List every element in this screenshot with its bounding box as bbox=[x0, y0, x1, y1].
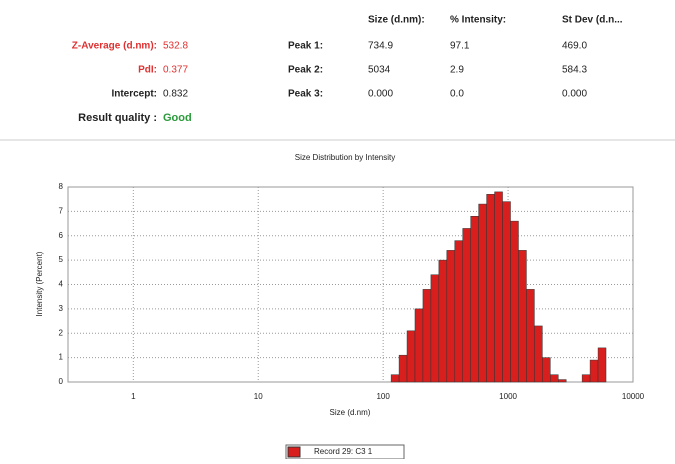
y-tick-label: 4 bbox=[59, 280, 64, 289]
y-tick-label: 1 bbox=[59, 353, 64, 362]
peak-value: 5034 bbox=[368, 65, 391, 76]
bar bbox=[558, 379, 567, 383]
bar bbox=[390, 374, 400, 383]
summary-value: Good bbox=[163, 112, 192, 124]
bar bbox=[406, 330, 416, 383]
peak-value: 734.9 bbox=[368, 41, 393, 52]
y-tick-label: 7 bbox=[59, 206, 64, 215]
bar bbox=[486, 194, 495, 383]
x-tick-label: 1 bbox=[131, 392, 136, 401]
bar bbox=[526, 289, 535, 383]
summary-value: 0.377 bbox=[163, 65, 188, 76]
bar bbox=[510, 220, 519, 383]
y-tick-label: 6 bbox=[59, 231, 64, 240]
bar bbox=[550, 374, 559, 383]
peak-header: St Dev (d.n... bbox=[562, 15, 623, 26]
peak-header: % Intensity: bbox=[450, 15, 506, 26]
summary-value: 532.8 bbox=[163, 41, 188, 52]
peak-label: Peak 3: bbox=[288, 89, 323, 100]
y-tick-label: 8 bbox=[59, 182, 64, 191]
bar bbox=[414, 308, 424, 383]
bar bbox=[470, 216, 479, 383]
x-tick-label: 10 bbox=[254, 392, 263, 401]
bar bbox=[589, 359, 599, 383]
peak-header: Size (d.nm): bbox=[368, 15, 425, 26]
peak-value: 0.000 bbox=[562, 89, 587, 100]
bar bbox=[454, 240, 463, 383]
x-tick-label: 100 bbox=[376, 392, 390, 401]
y-tick-label: 2 bbox=[59, 328, 64, 337]
summary-value: 0.832 bbox=[163, 89, 188, 100]
summary-label: Z-Average (d.nm): bbox=[72, 41, 157, 52]
summary-label: Intercept: bbox=[111, 89, 157, 100]
bar bbox=[581, 374, 591, 383]
legend-swatch bbox=[287, 446, 301, 458]
x-tick-label: 1000 bbox=[499, 392, 517, 401]
y-tick-label: 5 bbox=[59, 255, 64, 264]
bar bbox=[430, 274, 440, 383]
peak-value: 97.1 bbox=[450, 41, 470, 52]
summary-label: Result quality : bbox=[78, 112, 157, 124]
bar bbox=[478, 203, 487, 383]
peak-label: Peak 1: bbox=[288, 41, 323, 52]
chart-title: Size Distribution by Intensity bbox=[295, 153, 396, 162]
bar bbox=[534, 325, 543, 383]
peak-value: 0.0 bbox=[450, 89, 464, 100]
peak-value: 469.0 bbox=[562, 41, 587, 52]
bar bbox=[422, 289, 432, 383]
peak-value: 2.9 bbox=[450, 65, 464, 76]
legend-label: Record 29: C3 1 bbox=[314, 447, 373, 456]
bar bbox=[502, 201, 511, 383]
y-axis-label: Intensity (Percent) bbox=[35, 251, 44, 316]
bar bbox=[438, 259, 448, 383]
y-tick-label: 3 bbox=[59, 304, 64, 313]
bar bbox=[462, 228, 471, 383]
y-tick-label: 0 bbox=[59, 377, 64, 386]
peak-value: 584.3 bbox=[562, 65, 587, 76]
x-tick-label: 10000 bbox=[622, 392, 645, 401]
bar bbox=[597, 347, 607, 383]
bar bbox=[542, 357, 551, 383]
peak-label: Peak 2: bbox=[288, 65, 323, 76]
bar bbox=[446, 250, 456, 383]
peak-value: 0.000 bbox=[368, 89, 393, 100]
bar bbox=[518, 250, 527, 383]
bar bbox=[494, 191, 503, 383]
summary-label: PdI: bbox=[138, 65, 157, 76]
bar bbox=[398, 354, 408, 383]
x-axis-label: Size (d.nm) bbox=[330, 408, 371, 417]
